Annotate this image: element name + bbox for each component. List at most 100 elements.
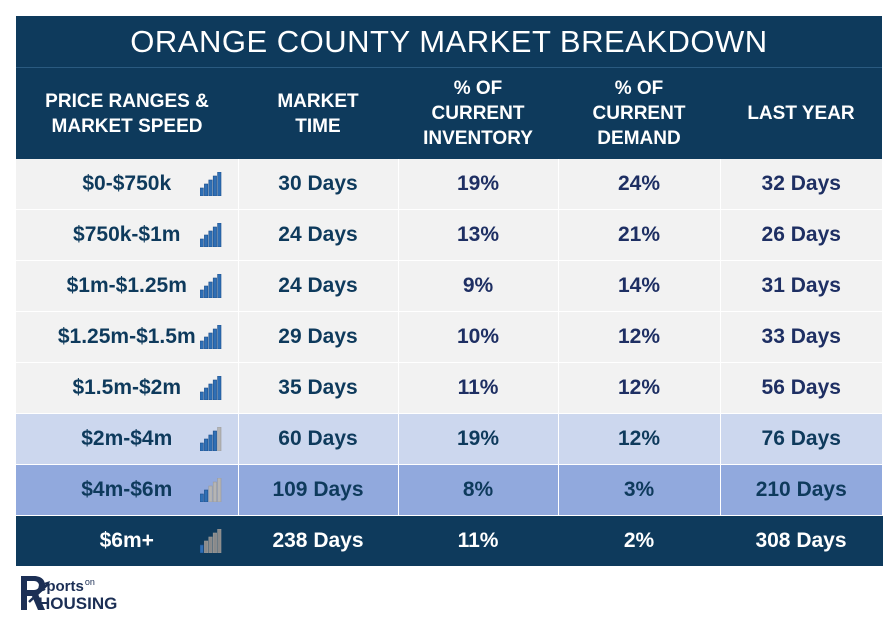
speed-bar: [199, 493, 204, 502]
last-year-cell: 32 Days: [720, 159, 882, 210]
demand-cell: 12%: [558, 311, 721, 363]
speed-bar: [212, 430, 217, 451]
table-body: $0-$750k 30 Days 19% 24% 32 Days $750k-$1m 24 …: [16, 159, 883, 567]
demand-cell: 2%: [558, 515, 721, 567]
last-year-cell: 56 Days: [720, 362, 882, 414]
column-header-line: CURRENT: [431, 103, 525, 124]
speed-bar: [208, 332, 213, 349]
price-range-label: $2m-$4m: [81, 427, 173, 450]
speed-bar: [208, 230, 213, 247]
inventory-cell: 13%: [398, 209, 559, 261]
column-header-line: MARKET SPEED: [51, 115, 203, 137]
speed-bar: [208, 179, 213, 196]
table-row: $6m+ 238 Days 11% 2% 308 Days: [16, 515, 883, 567]
price-range-cell: $750k-$1m: [16, 209, 239, 261]
speed-bar: [199, 289, 204, 298]
price-range-cell: $1.25m-$1.5m: [16, 311, 239, 363]
price-range-label: $4m-$6m: [81, 478, 173, 501]
header-row: PRICE RANGES & MARKET SPEED MARKET TIME % OF…: [16, 67, 882, 159]
column-header-line: TIME: [295, 115, 341, 137]
speed-bar: [199, 238, 204, 247]
inventory-cell: 11%: [398, 362, 559, 414]
market-speed-icon: [199, 274, 221, 298]
price-range-label: $1.5m-$2m: [72, 376, 182, 399]
speed-bar: [203, 438, 208, 451]
speed-bar: [216, 223, 221, 247]
logo-word-housing: HOUSING: [38, 594, 117, 613]
price-range-label: $750k-$1m: [73, 223, 181, 246]
speed-bar: [208, 536, 213, 553]
price-range-cell: $0-$750k: [16, 159, 239, 210]
last-year-cell: 210 Days: [720, 464, 882, 516]
column-header-2: % OF CURRENT INVENTORY: [398, 67, 558, 159]
inventory-cell: 19%: [398, 413, 559, 465]
market-speed-icon: [199, 172, 221, 196]
column-header-line: % OF: [614, 78, 664, 99]
speed-bar: [203, 540, 208, 553]
price-range-label: $1m-$1.25m: [66, 274, 187, 297]
logo-word-on: on: [85, 577, 95, 587]
table-row: $750k-$1m 24 Days 13% 21% 26 Days: [16, 209, 882, 261]
speed-bar: [203, 234, 208, 247]
table-row: $1.5m-$2m 35 Days 11% 12% 56 Days: [16, 362, 882, 414]
inventory-cell: 19%: [398, 159, 559, 210]
market-breakdown-chart: ORANGE COUNTY MARKET BREAKDOWN PRICE RAN…: [16, 16, 883, 567]
price-range-label: $1.25m-$1.5m: [57, 325, 196, 348]
speed-bar: [212, 226, 217, 247]
speed-bar: [212, 277, 217, 298]
speed-bar: [208, 383, 213, 400]
inventory-cell: 10%: [398, 311, 559, 363]
price-range-cell: $6m+: [16, 515, 239, 567]
market-time-cell: 109 Days: [238, 464, 399, 516]
market-speed-icon: [199, 223, 221, 247]
R-logo-icon: [21, 576, 50, 610]
column-header-3: % OF CURRENT DEMAND: [558, 67, 720, 159]
market-time-cell: 24 Days: [238, 209, 399, 261]
market-speed-icon: [199, 325, 221, 349]
price-range-label: $6m+: [99, 529, 154, 552]
speed-bar: [216, 376, 221, 400]
market-speed-icon: [199, 478, 221, 502]
table-row: $4m-$6m 109 Days 8% 3% 210 Days: [16, 464, 882, 516]
market-time-cell: 24 Days: [238, 260, 399, 312]
table-row: $1m-$1.25m 24 Days 9% 14% 31 Days: [16, 260, 882, 312]
price-range-cell: $1m-$1.25m: [16, 260, 239, 312]
market-speed-icon: [199, 376, 221, 400]
speed-bar: [212, 379, 217, 400]
speed-bar: [199, 442, 204, 451]
speed-bar: [199, 187, 204, 196]
reports-on-housing-logo: eports on HOUSING: [21, 576, 117, 613]
market-time-cell: 35 Days: [238, 362, 399, 414]
last-year-cell: 31 Days: [720, 260, 882, 312]
column-header-0: PRICE RANGES & MARKET SPEED: [16, 67, 238, 159]
table-row: $1.25m-$1.5m 29 Days 10% 12% 33 Days: [16, 311, 882, 363]
demand-cell: 12%: [558, 413, 721, 465]
demand-cell: 14%: [558, 260, 721, 312]
price-range-cell: $1.5m-$2m: [16, 362, 239, 414]
column-header-line: INVENTORY: [423, 128, 533, 149]
market-table: PRICE RANGES & MARKET SPEED MARKET TIME % OF…: [16, 67, 883, 567]
table-row: $2m-$4m 60 Days 19% 12% 76 Days: [16, 413, 882, 465]
market-time-cell: 60 Days: [238, 413, 399, 465]
speed-bar: [208, 485, 213, 502]
column-header-line: CURRENT: [592, 103, 686, 124]
speed-bar: [208, 281, 213, 298]
last-year-cell: 33 Days: [720, 311, 882, 363]
inventory-cell: 8%: [398, 464, 559, 516]
demand-cell: 21%: [558, 209, 721, 261]
last-year-cell: 308 Days: [720, 515, 883, 567]
column-header-line: LAST YEAR: [747, 103, 855, 124]
speed-bar: [203, 285, 208, 298]
market-time-cell: 238 Days: [238, 515, 399, 567]
speed-bar: [216, 529, 221, 553]
speed-bar: [203, 387, 208, 400]
market-time-cell: 30 Days: [238, 159, 399, 210]
inventory-cell: 9%: [398, 260, 559, 312]
speed-bar: [216, 427, 221, 451]
column-header-1: MARKET TIME: [238, 67, 398, 159]
speed-bar: [216, 274, 221, 298]
column-header-line: PRICE RANGES &: [45, 90, 209, 112]
column-header-line: MARKET: [277, 90, 359, 112]
speed-bar: [199, 391, 204, 400]
demand-cell: 3%: [558, 464, 721, 516]
